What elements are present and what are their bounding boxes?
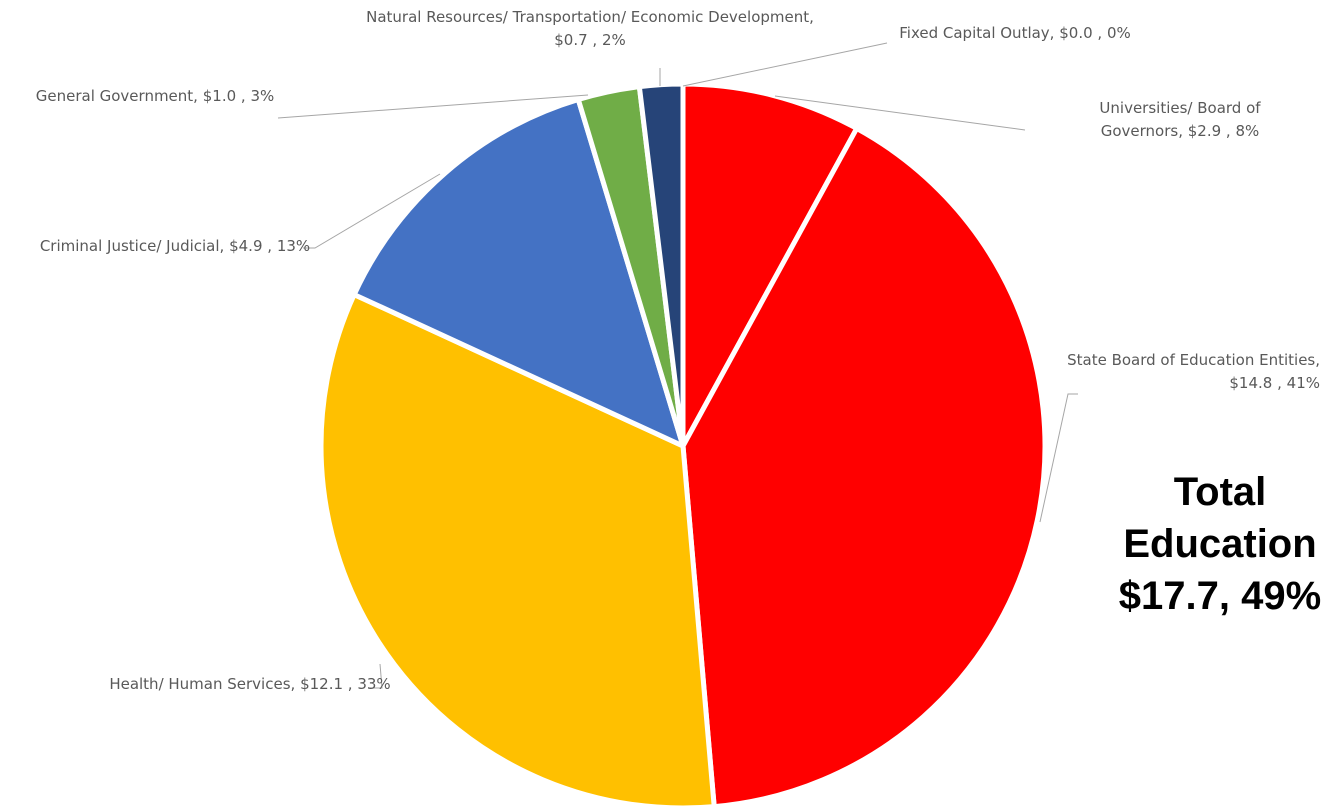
label-category: Health/ Human Services, [109, 675, 296, 693]
label-percent: 33% [357, 675, 391, 693]
data-label: State Board of Education Entities, $14.8… [1040, 349, 1320, 395]
label-category: General Government, [35, 87, 198, 105]
label-category: Criminal Justice/ Judicial, [39, 237, 225, 255]
label-category: Fixed Capital Outlay, [899, 24, 1055, 42]
label-percent: 13% [276, 237, 311, 255]
pie-slice [318, 292, 717, 808]
data-label: Natural Resources/ Transportation/ Econo… [355, 6, 825, 52]
leader-line [1039, 393, 1078, 523]
leader-line [682, 42, 888, 87]
label-percent: 41% [1286, 374, 1320, 392]
label-percent: 0% [1106, 24, 1131, 42]
leader-line [774, 95, 1026, 131]
leader-line [303, 173, 441, 249]
label-value: $4.9 , [229, 237, 273, 255]
data-label: Fixed Capital Outlay, $0.0 , 0% [880, 22, 1150, 45]
label-category: State Board of Education Entities, [1067, 351, 1320, 369]
leader-line [277, 94, 589, 119]
data-label: General Government, $1.0 , 3% [0, 85, 310, 108]
label-percent: 8% [1235, 122, 1260, 140]
pie-slice [680, 125, 1048, 808]
annotation: Total Education $17.7, 49% [1118, 470, 1322, 618]
label-value: $1.0 , [202, 87, 246, 105]
pie-slice [636, 81, 686, 449]
label-value: $14.8 , [1229, 374, 1282, 392]
label-category: Universities/ Board of Governors, [1099, 99, 1261, 140]
label-value: $12.1 , [300, 675, 353, 693]
leader-line [368, 663, 383, 689]
data-label: Criminal Justice/ Judicial, $4.9 , 13% [30, 235, 320, 258]
label-value: $0.0 , [1059, 24, 1103, 42]
label-category: Natural Resources/ Transportation/ Econo… [366, 8, 814, 26]
pie-slice [351, 96, 686, 449]
label-percent: 2% [601, 31, 626, 49]
label-value: $2.9 , [1187, 122, 1231, 140]
data-label: Health/ Human Services, $12.1 , 33% [100, 673, 400, 696]
label-percent: 3% [250, 87, 275, 105]
data-label: Universities/ Board of Governors, $2.9 ,… [1060, 97, 1300, 143]
label-value: $0.7 , [554, 31, 598, 49]
